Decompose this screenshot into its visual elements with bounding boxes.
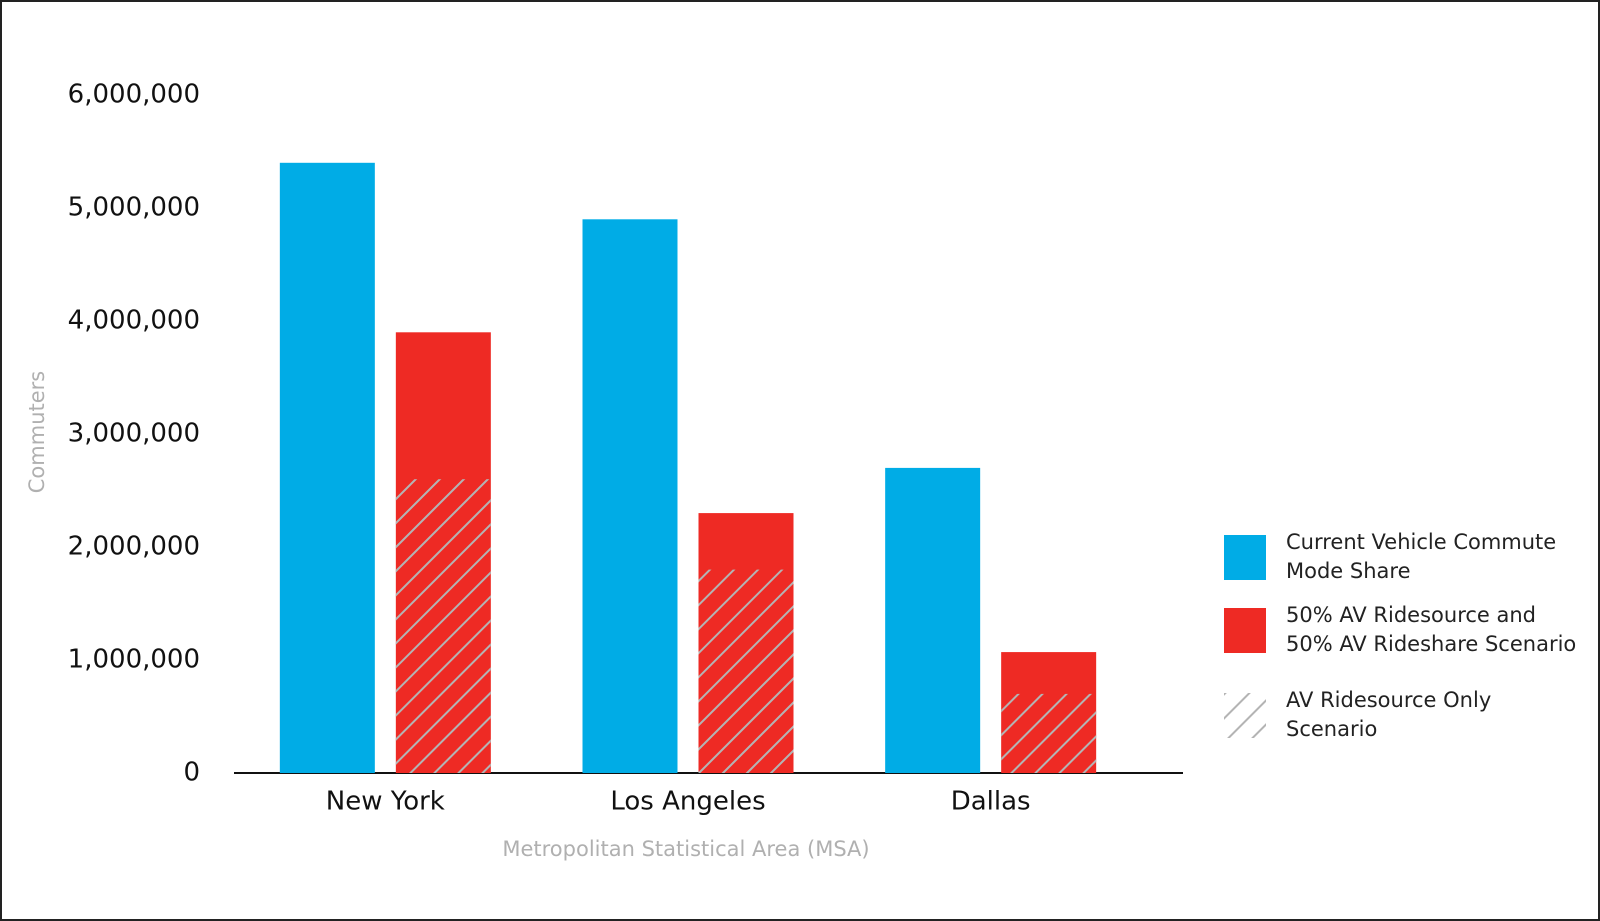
bar: [395, 479, 491, 773]
legend-swatch: [1224, 534, 1266, 580]
legend-swatch-fill: [1224, 607, 1266, 653]
legend-item: 50% AV Ridesource and 50% AV Rideshare S…: [1224, 601, 1586, 659]
legend-swatch-fill: [1224, 692, 1266, 738]
legend-label: 50% AV Ridesource and 50% AV Rideshare S…: [1286, 603, 1577, 656]
legend-item: Current Vehicle Commute Mode Share: [1224, 528, 1586, 586]
bar: [698, 569, 794, 773]
y-tick-label: 0: [183, 758, 200, 788]
x-tick-label: Los Angeles: [610, 787, 765, 817]
legend-item: AV Ridesource Only Scenario: [1224, 686, 1586, 744]
y-tick-label: 5,000,000: [68, 193, 200, 223]
legend-swatch: [1224, 607, 1266, 653]
legend-swatch: [1224, 692, 1266, 738]
legend-swatch-fill: [1224, 534, 1266, 580]
y-tick-label: 6,000,000: [68, 80, 200, 110]
y-tick-label: 3,000,000: [68, 419, 200, 449]
bar: [279, 162, 375, 774]
bar: [582, 219, 678, 774]
y-tick-label: 2,000,000: [68, 532, 200, 562]
legend-label: Current Vehicle Commute Mode Share: [1286, 530, 1557, 583]
y-axis-title: Commuters: [25, 371, 49, 493]
y-tick-label: 1,000,000: [68, 645, 200, 675]
x-axis-title: Metropolitan Statistical Area (MSA): [502, 837, 869, 861]
y-tick-label: 4,000,000: [68, 306, 200, 336]
bar: [1001, 693, 1097, 773]
x-tick-label: Dallas: [951, 787, 1031, 817]
legend-label: AV Ridesource Only Scenario: [1286, 688, 1492, 741]
bar: [885, 467, 981, 773]
x-tick-label: New York: [326, 787, 445, 817]
